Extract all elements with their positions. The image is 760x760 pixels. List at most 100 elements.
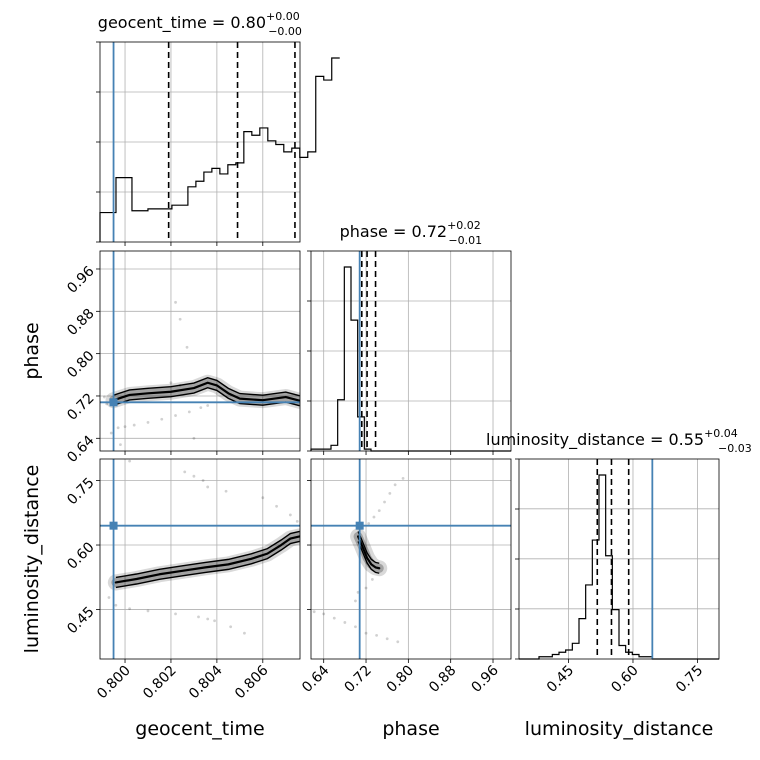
sample-point — [370, 578, 374, 581]
title-phase: phase = 0.72+0.02 — [340, 219, 481, 241]
panel-frame — [99, 250, 301, 452]
sample-point — [206, 485, 210, 489]
sample-point — [187, 410, 191, 414]
sample-point — [201, 479, 205, 482]
sample-point — [388, 492, 392, 495]
sample-point — [197, 615, 200, 619]
pair-panel-phase-luminosity_distance — [307, 458, 512, 663]
sample-point — [372, 515, 376, 519]
x-tick-label: 0.45 — [544, 663, 577, 696]
x-tick-label: 0.806 — [232, 662, 272, 702]
sample-point — [275, 504, 278, 508]
sample-point — [174, 300, 177, 304]
sample-point — [128, 607, 132, 611]
x-axis-label-geocent_time: geocent_time — [135, 718, 264, 740]
x-tick-label: 0.72 — [341, 663, 374, 696]
sample-point — [174, 612, 177, 616]
y-tick-label: 0.75 — [64, 475, 97, 508]
sample-point — [213, 619, 216, 623]
truth-marker — [109, 398, 118, 407]
sample-point — [312, 610, 316, 614]
sample-point — [288, 513, 292, 517]
contour-upper — [357, 531, 380, 564]
y-tick-label: 0.64 — [64, 433, 97, 466]
density-contour — [112, 381, 300, 402]
contour-lower — [357, 541, 380, 574]
contour-upper — [115, 530, 300, 579]
title-luminosity_distance: luminosity_distance = 0.55+0.04 — [486, 427, 738, 450]
sample-point — [178, 317, 182, 321]
x-tick-label: 0.800 — [94, 663, 134, 703]
truth-marker — [355, 521, 364, 530]
hist-panel-luminosity_distance: luminosity_distance = 0.55+0.04−0.03 — [486, 427, 752, 663]
sample-point — [199, 406, 203, 410]
panel-frame — [99, 458, 301, 660]
sample-point — [116, 426, 120, 430]
sample-point — [385, 637, 389, 641]
pair-panel-geocent_time-luminosity_distance — [96, 458, 301, 663]
sample-point — [169, 381, 173, 385]
sample-point — [367, 522, 371, 525]
sample-point — [364, 586, 368, 590]
sample-point — [243, 631, 246, 635]
sample-point — [354, 625, 357, 629]
sample-point — [364, 631, 368, 635]
sample-point — [295, 519, 299, 523]
x-tick-label: 0.60 — [608, 663, 641, 696]
sample-point — [343, 621, 347, 624]
sample-point — [377, 509, 381, 513]
sample-point — [114, 603, 118, 607]
contour-upper — [113, 377, 300, 397]
hist-step-luminosity_distance — [519, 474, 719, 660]
sample-point — [192, 436, 196, 440]
x-tick-label: 0.80 — [384, 663, 417, 696]
sample-point — [192, 474, 196, 478]
hist-panel-geocent_time: geocent_time = 0.80+0.00 −0.00 — [96, 10, 340, 246]
sample-point — [107, 596, 111, 599]
sample-point — [123, 425, 127, 429]
x-tick-label: 0.804 — [186, 662, 226, 702]
sample-point — [375, 633, 379, 637]
sample-point — [332, 616, 336, 620]
sample-point — [261, 496, 265, 500]
title-plus: +0.02 — [447, 219, 481, 232]
contour-lower — [115, 540, 300, 589]
sample-point — [128, 459, 132, 463]
sample-point — [354, 599, 357, 603]
sample-point — [396, 640, 400, 644]
sample-point — [199, 453, 202, 456]
title-minus: −0.03 — [718, 442, 752, 455]
hist-step-phase — [310, 266, 511, 452]
sample-point — [146, 609, 150, 613]
y-axis-label-luminosity_distance: luminosity_distance — [21, 465, 43, 654]
title-main: geocent_time = 0.80 — [98, 13, 266, 33]
sample-point — [146, 421, 150, 424]
panel-frame — [310, 458, 512, 660]
hist-panel-phase: phase = 0.72+0.02−0.01 — [307, 219, 512, 455]
x-tick-label: 0.802 — [140, 663, 180, 703]
x-axis-label-luminosity_distance: luminosity_distance — [525, 718, 714, 740]
sample-point — [160, 417, 164, 421]
y-tick-label: 0.45 — [64, 604, 97, 637]
title-minus: −0.01 — [448, 234, 482, 247]
title-main: phase = 0.72 — [340, 222, 447, 241]
title-plus: +0.00 — [266, 10, 300, 23]
x-tick-label: 0.75 — [673, 663, 706, 696]
sample-point — [206, 404, 210, 407]
hist-step-geocent_time — [99, 57, 340, 242]
y-axis-label-phase: phase — [21, 322, 43, 379]
sample-point — [224, 489, 228, 493]
x-axis-label-phase: phase — [382, 718, 439, 740]
panel-content — [102, 300, 300, 456]
y-tick-label: 0.80 — [64, 348, 97, 381]
density-contour — [356, 535, 381, 570]
x-tick-label: 0.64 — [299, 662, 332, 695]
title-minus: −0.00 — [268, 25, 302, 38]
sample-point — [183, 470, 187, 474]
title-plus: +0.04 — [704, 427, 738, 440]
title-main: luminosity_distance = 0.55 — [486, 430, 704, 450]
y-tick-label: 0.96 — [64, 263, 97, 296]
x-tick-label: 0.96 — [468, 662, 501, 695]
